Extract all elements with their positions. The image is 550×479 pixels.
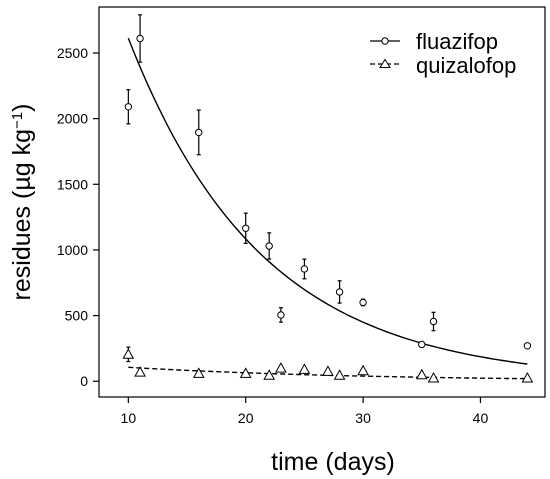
legend-marker-quizalofop <box>379 58 391 68</box>
x-tick-label: 40 <box>473 410 489 426</box>
legend: fluazifop quizalofop <box>370 29 516 78</box>
data-point-quizalofop <box>263 369 276 380</box>
fit-curve-quizalofop <box>128 366 528 380</box>
data-point-fluazifop <box>359 298 367 307</box>
data-point-quizalofop <box>239 367 252 378</box>
data-point-quizalofop <box>415 368 428 380</box>
data-point-quizalofop <box>275 362 287 373</box>
data-point-fluazifop <box>265 242 273 250</box>
y-tick-label: 1500 <box>57 176 88 192</box>
fit-curves <box>127 37 528 380</box>
data-point-fluazifop <box>242 224 250 232</box>
plot-frame <box>98 6 546 398</box>
data-point-quizalofop <box>333 369 346 380</box>
x-tick-label: 30 <box>355 410 371 426</box>
y-tick-label: 2500 <box>57 45 88 61</box>
y-tick-label: 500 <box>65 308 89 324</box>
data-point-quizalofop <box>322 365 334 376</box>
data-point-quizalofop <box>192 367 205 378</box>
y-axis-title-close: ) <box>8 104 36 112</box>
data-point-quizalofop <box>427 371 440 383</box>
data-point-quizalofop <box>521 371 534 383</box>
y-axis-title: residues (µg kg−1) <box>8 104 36 301</box>
data-point-fluazifop <box>124 103 133 111</box>
data-point-fluazifop <box>195 128 203 137</box>
axis-ticks: 10 20 30 40 0 500 1000 1500 2000 2500 <box>57 45 489 426</box>
y-axis-title-exponent: −1 <box>9 112 26 129</box>
x-axis-title: time (days) <box>271 448 395 476</box>
x-tick-label: 20 <box>238 410 254 426</box>
fit-curve-fluazifop <box>127 37 528 365</box>
data-point-fluazifop <box>300 265 309 273</box>
data-points <box>122 14 534 383</box>
data-point-fluazifop <box>277 311 285 319</box>
legend-label-fluazifop: fluazifop <box>416 29 498 54</box>
data-point-quizalofop <box>298 363 311 374</box>
legend-marker-fluazifop <box>381 37 389 45</box>
data-point-fluazifop <box>429 317 438 326</box>
y-tick-label: 2000 <box>57 111 88 127</box>
x-tick-label: 10 <box>121 410 137 426</box>
data-point-fluazifop <box>136 34 144 43</box>
y-axis-title-main: residues (µg kg <box>8 129 36 300</box>
data-point-fluazifop <box>523 342 532 350</box>
data-point-quizalofop <box>122 348 135 359</box>
legend-label-quizalofop: quizalofop <box>416 53 516 78</box>
y-tick-label: 0 <box>80 373 88 389</box>
data-point-fluazifop <box>418 340 426 349</box>
data-point-quizalofop <box>134 366 146 377</box>
data-point-quizalofop <box>357 364 369 376</box>
y-tick-label: 1000 <box>57 242 88 258</box>
data-point-fluazifop <box>335 288 344 296</box>
